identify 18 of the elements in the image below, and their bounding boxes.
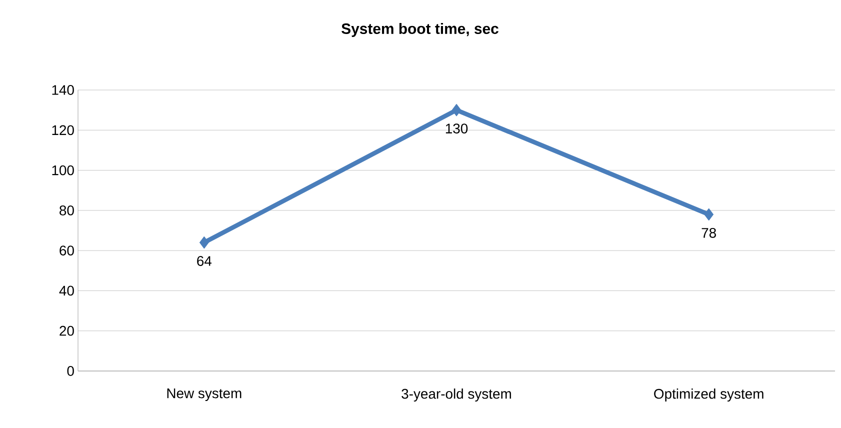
point [452, 104, 462, 116]
point [704, 208, 714, 221]
x-tick-label: 3-year-old system [402, 388, 511, 402]
y-tick-label: 80 [60, 205, 74, 216]
data-label: 78 [702, 228, 716, 238]
y-tick-label: 60 [60, 246, 74, 256]
chart-title: System boot time, sec [342, 23, 498, 37]
y-tick-label: 0 [67, 366, 74, 376]
x-tick-label: Optimized system [654, 388, 764, 402]
y-tick-label: 140 [52, 85, 74, 95]
y-tick-label: 40 [59, 286, 74, 296]
point [199, 236, 209, 249]
x-tick-label: New system [167, 388, 242, 402]
data-label: 130 [446, 124, 468, 134]
y-tick-label: 100 [52, 165, 74, 176]
data-label: 64 [197, 256, 212, 266]
y-tick-label: 120 [52, 125, 74, 136]
y-tick-label: 20 [60, 326, 74, 336]
